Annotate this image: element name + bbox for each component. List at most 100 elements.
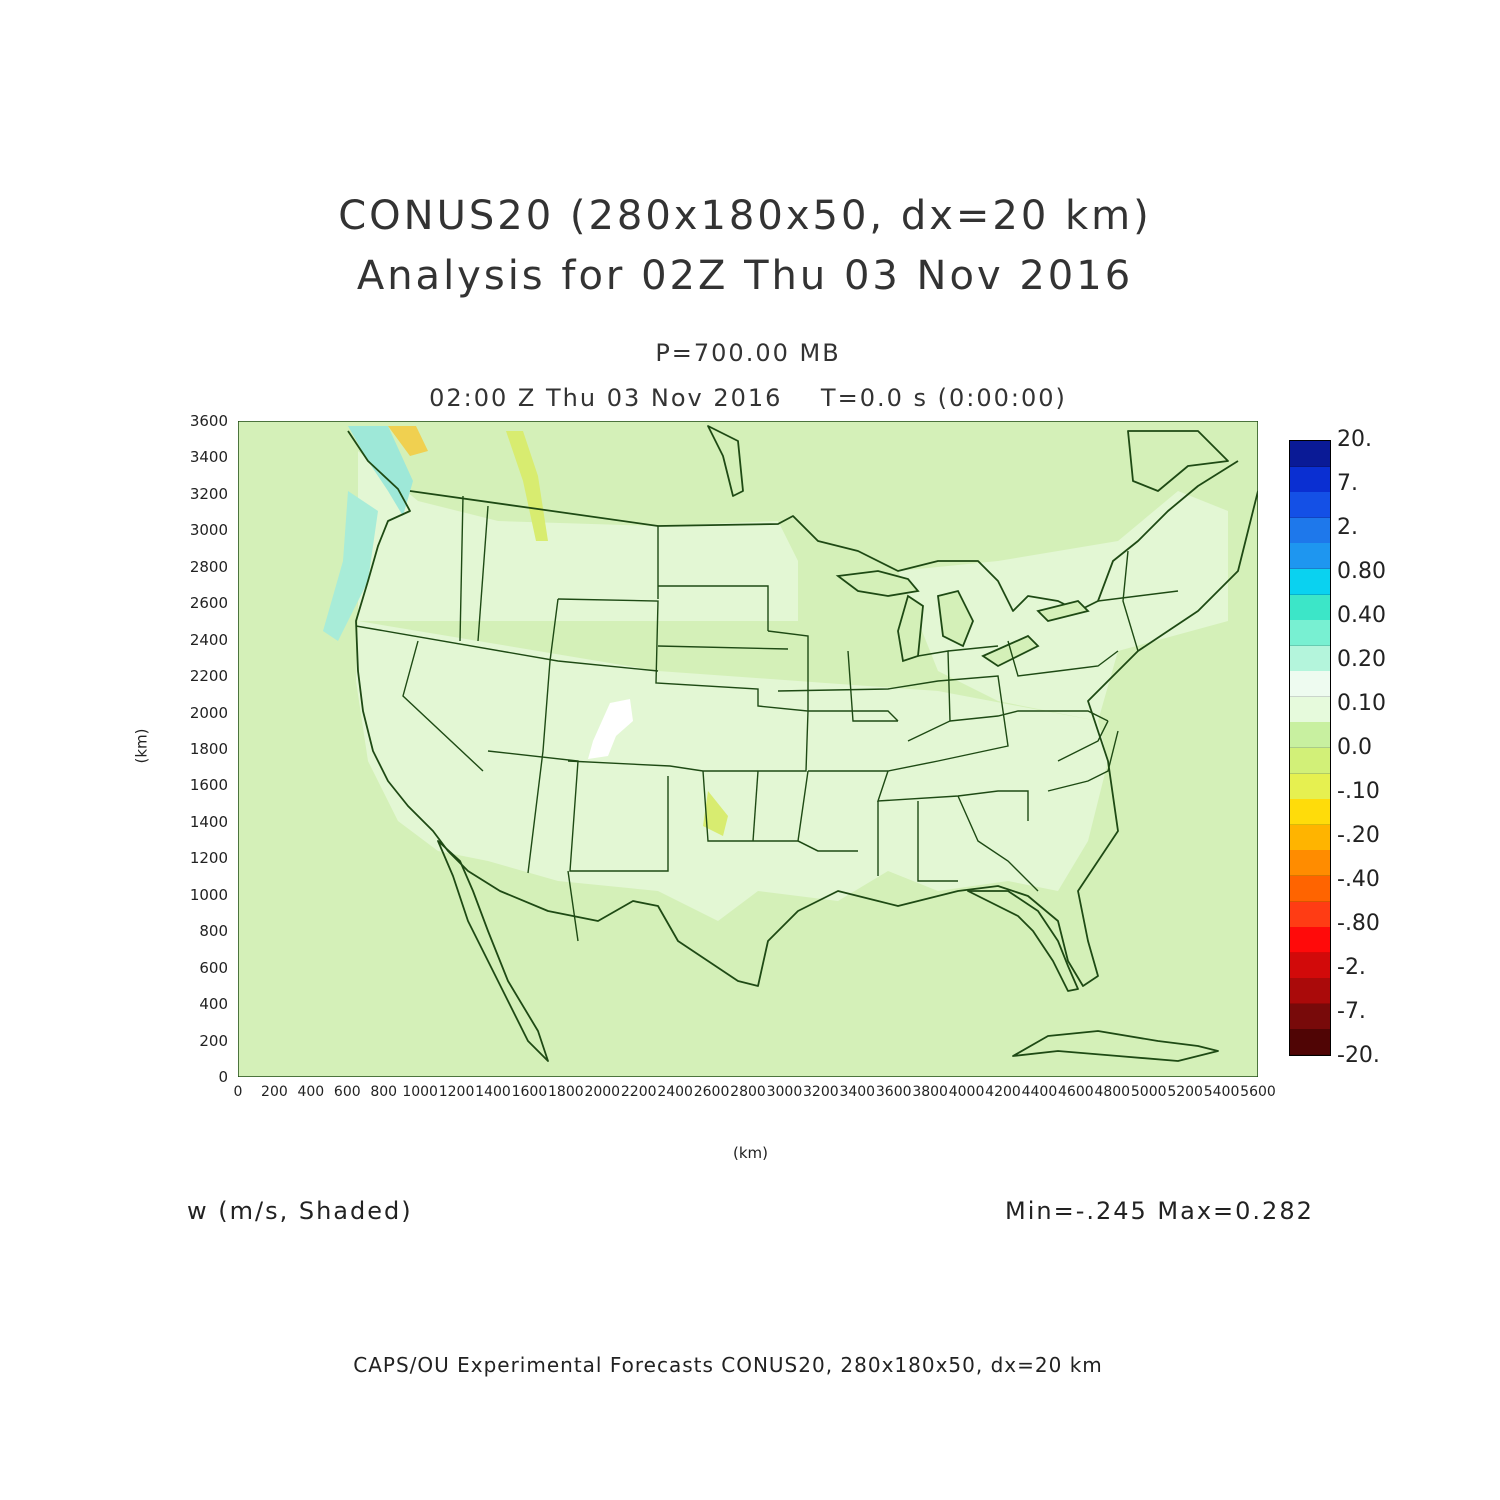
colorbar-swatch <box>1290 543 1330 570</box>
x-tick-label: 2000 <box>584 1084 621 1100</box>
y-tick-label: 1000 <box>189 885 228 904</box>
white-patch <box>588 699 633 759</box>
colorbar-label: -.40 <box>1337 867 1380 892</box>
colorbar-label: -7. <box>1337 999 1366 1024</box>
credit-line: CAPS/OU Experimental Forecasts CONUS20, … <box>353 1353 1103 1377</box>
min-max-stats: Min=-.245 Max=0.282 <box>1005 1197 1314 1225</box>
x-tick-label: 5400 <box>1203 1084 1240 1100</box>
y-tick-label: 1200 <box>189 849 228 868</box>
colorbar-swatch <box>1290 1029 1330 1056</box>
colorbar-swatch <box>1290 722 1330 749</box>
x-tick-label: 4800 <box>1094 1084 1131 1100</box>
colorbar-label: 7. <box>1337 471 1358 496</box>
shaded-streaks <box>323 426 728 836</box>
colorbar-label: -20. <box>1337 1043 1380 1068</box>
y-axis-unit: (km) <box>132 728 151 764</box>
x-tick-label: 800 <box>370 1084 398 1100</box>
plot-title-line2: Analysis for 02Z Thu 03 Nov 2016 <box>356 253 1134 299</box>
x-tick-label: 200 <box>261 1084 288 1100</box>
y-tick-label: 3400 <box>189 448 228 467</box>
great-lakes <box>835 570 1090 668</box>
x-axis-unit: (km) <box>733 1144 769 1162</box>
x-tick-label: 2600 <box>693 1084 730 1100</box>
colorbar-swatch <box>1290 594 1330 621</box>
y-tick-label: 2200 <box>189 667 228 686</box>
y-tick-label: 2800 <box>189 557 228 576</box>
x-tick-label: 4200 <box>985 1084 1021 1100</box>
colorbar-label: 0.10 <box>1337 691 1386 716</box>
x-tick-label: 5600 <box>1240 1084 1276 1100</box>
x-tick-label: 2200 <box>620 1084 657 1100</box>
colorbar-label: -2. <box>1337 955 1366 980</box>
plot-title-line1: CONUS20 (280x180x50, dx=20 km) <box>338 193 1152 239</box>
colorbar-swatch <box>1290 927 1330 954</box>
y-tick-label: 1800 <box>189 740 228 758</box>
x-tick-label: 4400 <box>1021 1084 1058 1100</box>
colorbar <box>1289 440 1331 1056</box>
x-tick-label: 5200 <box>1167 1084 1203 1100</box>
x-tick-label: 3600 <box>875 1084 912 1100</box>
y-tick-label: 0 <box>218 1068 228 1086</box>
y-tick-label: 3000 <box>189 521 228 540</box>
y-tick-label: 600 <box>199 958 228 977</box>
coastlines <box>347 425 1258 1062</box>
colorbar-swatch <box>1290 850 1330 877</box>
colorbar-swatch <box>1290 901 1330 928</box>
colorbar-label: 0.80 <box>1337 559 1386 584</box>
colorbar-swatch <box>1290 492 1330 519</box>
colorbar-swatch <box>1290 748 1330 775</box>
colorbar-swatch <box>1290 441 1330 468</box>
colorbar-label: 2. <box>1337 515 1358 540</box>
y-tick-label: 2000 <box>189 703 228 722</box>
y-tick-label: 1600 <box>189 776 228 795</box>
x-tick-label: 1200 <box>438 1084 475 1100</box>
state-boundaries <box>355 495 1179 942</box>
y-tick-label: 2400 <box>189 630 228 649</box>
x-tick-label: 3200 <box>803 1084 839 1100</box>
x-tick-label: 4600 <box>1058 1084 1094 1100</box>
x-tick-label: 1000 <box>402 1084 438 1100</box>
colorbar-swatch <box>1290 978 1330 1005</box>
x-tick-label: 1600 <box>511 1084 548 1100</box>
colorbar-label: -.10 <box>1337 779 1380 804</box>
colorbar-swatch <box>1290 671 1330 698</box>
colorbar-swatch <box>1290 875 1330 902</box>
colorbar-swatch <box>1290 517 1330 544</box>
colorbar-swatch <box>1290 620 1330 647</box>
y-tick-label: 1400 <box>189 812 228 831</box>
colorbar-swatch <box>1290 568 1330 595</box>
colorbar-swatch <box>1290 799 1330 826</box>
x-tick-label: 3800 <box>912 1084 948 1100</box>
x-tick-label: 4000 <box>948 1084 985 1100</box>
colorbar-swatch <box>1290 773 1330 800</box>
x-tick-label: 1400 <box>475 1084 511 1100</box>
x-tick-label: 5000 <box>1130 1084 1167 1100</box>
colorbar-swatch <box>1290 952 1330 979</box>
x-tick-label: 600 <box>333 1084 361 1100</box>
colorbar-label: 0.40 <box>1337 603 1386 628</box>
time-label: 02:00 Z Thu 03 Nov 2016 T=0.0 s (0:00:00… <box>429 384 1067 412</box>
level-label: P=700.00 MB <box>655 339 841 367</box>
colorbar-swatch <box>1290 466 1330 493</box>
x-tick-label: 400 <box>297 1084 325 1100</box>
y-tick-label: 3600 <box>189 412 228 430</box>
colorbar-swatch <box>1290 696 1330 723</box>
x-tick-label: 2800 <box>730 1084 766 1100</box>
y-tick-label: 400 <box>199 995 228 1014</box>
colorbar-label: 0.0 <box>1337 735 1372 760</box>
map-plot <box>238 421 1258 1077</box>
y-tick-label: 2600 <box>189 594 228 613</box>
colorbar-label: 0.20 <box>1337 647 1386 672</box>
x-tick-label: 3000 <box>766 1084 803 1100</box>
colorbar-swatch <box>1290 824 1330 851</box>
colorbar-swatch <box>1290 1003 1330 1030</box>
x-tick-label: 1800 <box>548 1084 584 1100</box>
colorbar-swatch <box>1290 645 1330 672</box>
y-tick-label: 200 <box>199 1031 228 1050</box>
y-tick-label: 3200 <box>189 484 228 503</box>
colorbar-label: -.80 <box>1337 911 1380 936</box>
colorbar-label: -.20 <box>1337 823 1380 848</box>
x-tick-label: 0 <box>233 1084 243 1100</box>
y-tick-label: 800 <box>199 922 228 941</box>
x-tick-label: 3400 <box>839 1084 876 1100</box>
